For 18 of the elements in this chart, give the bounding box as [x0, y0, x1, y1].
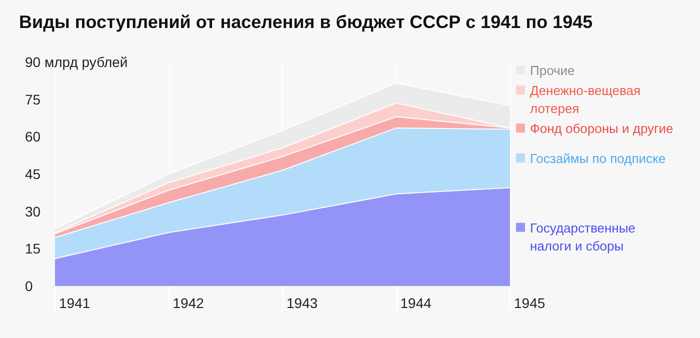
y-tick-label: 75 [25, 91, 41, 108]
x-tick-label: 1945 [514, 295, 546, 311]
series-label: Фонд обороны и другие [530, 121, 674, 136]
x-tick-label: 1944 [400, 295, 432, 311]
y-tick-label: 15 [25, 240, 41, 257]
y-tick-label: 90 млрд рублей [25, 54, 128, 70]
x-tick-label: 1941 [59, 295, 90, 311]
legend-label: Прочие [530, 63, 575, 78]
x-tick-label: 1943 [286, 295, 318, 311]
y-tick-label: 45 [25, 166, 41, 182]
legend-label: Госзаймы по подписке [530, 150, 666, 166]
y-tick-label: 30 [25, 203, 41, 220]
legend-label: Государственные налоги и сборы [530, 220, 636, 254]
y-tick-label: 0 [25, 278, 33, 294]
legend-label: Денежно-вещевая лотерея [530, 83, 641, 116]
x-tick-label: 1942 [172, 295, 204, 311]
chart-title: Виды поступлений от населения в бюджет СССР с 1941 по 1945 [19, 12, 593, 32]
y-tick-label: 60 [25, 128, 41, 145]
